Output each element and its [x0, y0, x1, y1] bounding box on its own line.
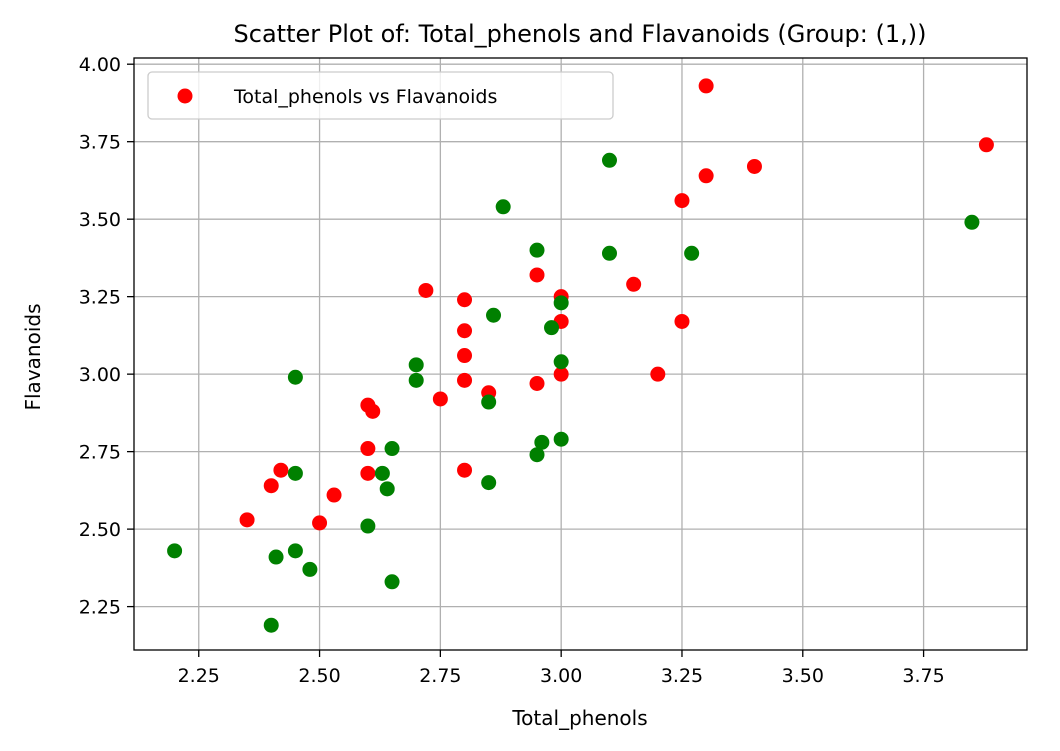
- data-point: [287, 465, 303, 481]
- legend-marker: [177, 88, 193, 104]
- y-tick-label: 3.50: [79, 209, 121, 231]
- y-tick-label: 3.00: [79, 364, 121, 386]
- data-point: [626, 276, 642, 292]
- data-point: [457, 323, 473, 339]
- y-tick-label: 2.25: [79, 597, 121, 619]
- data-point: [553, 431, 569, 447]
- x-tick-label: 3.25: [661, 665, 703, 687]
- data-point: [601, 152, 617, 168]
- data-point: [964, 214, 980, 230]
- data-point: [495, 199, 511, 215]
- grid: [134, 58, 1027, 650]
- data-point: [529, 375, 545, 391]
- data-point: [674, 193, 690, 209]
- data-point: [553, 366, 569, 382]
- data-point: [534, 434, 550, 450]
- data-point: [698, 168, 714, 184]
- data-point: [365, 403, 381, 419]
- data-point: [529, 267, 545, 283]
- x-tick-label: 3.75: [902, 665, 944, 687]
- data-point: [312, 515, 328, 531]
- y-tick-label: 3.25: [79, 287, 121, 309]
- data-point: [684, 245, 700, 261]
- data-point: [457, 462, 473, 478]
- data-point: [481, 475, 497, 491]
- data-point: [529, 242, 545, 258]
- data-point: [268, 549, 284, 565]
- data-point: [287, 369, 303, 385]
- x-tick-label: 3.00: [540, 665, 582, 687]
- data-point: [263, 478, 279, 494]
- data-point: [486, 307, 502, 323]
- data-point: [408, 357, 424, 373]
- data-point: [698, 78, 714, 94]
- data-point: [432, 391, 448, 407]
- data-point: [287, 543, 303, 559]
- data-point: [978, 137, 994, 153]
- data-point: [457, 292, 473, 308]
- data-point: [360, 465, 376, 481]
- data-point: [379, 481, 395, 497]
- data-point: [273, 462, 289, 478]
- data-point: [384, 574, 400, 590]
- data-points: [167, 78, 994, 633]
- data-point: [457, 372, 473, 388]
- data-point: [481, 394, 497, 410]
- data-point: [746, 158, 762, 174]
- data-point: [529, 447, 545, 463]
- plot-frame: [133, 57, 1028, 651]
- x-axis: 2.25 2.50 2.75 3.00 3.25 3.50 3.75: [178, 650, 945, 687]
- data-point: [553, 354, 569, 370]
- data-point: [408, 372, 424, 388]
- data-point: [601, 245, 617, 261]
- data-point: [302, 561, 318, 577]
- legend-label: Total_phenols vs Flavanoids: [233, 86, 497, 108]
- data-point: [239, 512, 255, 528]
- data-point: [650, 366, 666, 382]
- legend: Total_phenols vs Flavanoids: [147, 71, 614, 120]
- x-tick-label: 3.50: [782, 665, 824, 687]
- data-point: [263, 617, 279, 633]
- data-point: [384, 441, 400, 457]
- x-tick-label: 2.25: [178, 665, 220, 687]
- y-tick-label: 2.75: [79, 442, 121, 464]
- y-tick-label: 2.50: [79, 519, 121, 541]
- x-axis-label: Total_phenols: [511, 706, 647, 730]
- data-point: [553, 295, 569, 311]
- data-point: [360, 441, 376, 457]
- data-point: [674, 313, 690, 329]
- y-tick-label: 3.75: [79, 132, 121, 154]
- data-point: [544, 320, 560, 336]
- y-axis: 2.25 2.50 2.75 3.00 3.25 3.50 3.75 4.00: [79, 54, 134, 619]
- data-point: [167, 543, 183, 559]
- chart-title: Scatter Plot of: Total_phenols and Flava…: [234, 20, 927, 48]
- data-point: [360, 518, 376, 534]
- y-tick-label: 4.00: [79, 54, 121, 76]
- x-tick-label: 2.75: [419, 665, 461, 687]
- data-point: [374, 465, 390, 481]
- y-axis-label: Flavanoids: [21, 304, 45, 411]
- data-point: [418, 282, 434, 298]
- legend-box: [147, 71, 614, 120]
- data-point: [457, 348, 473, 364]
- data-point: [326, 487, 342, 503]
- x-tick-label: 2.50: [298, 665, 340, 687]
